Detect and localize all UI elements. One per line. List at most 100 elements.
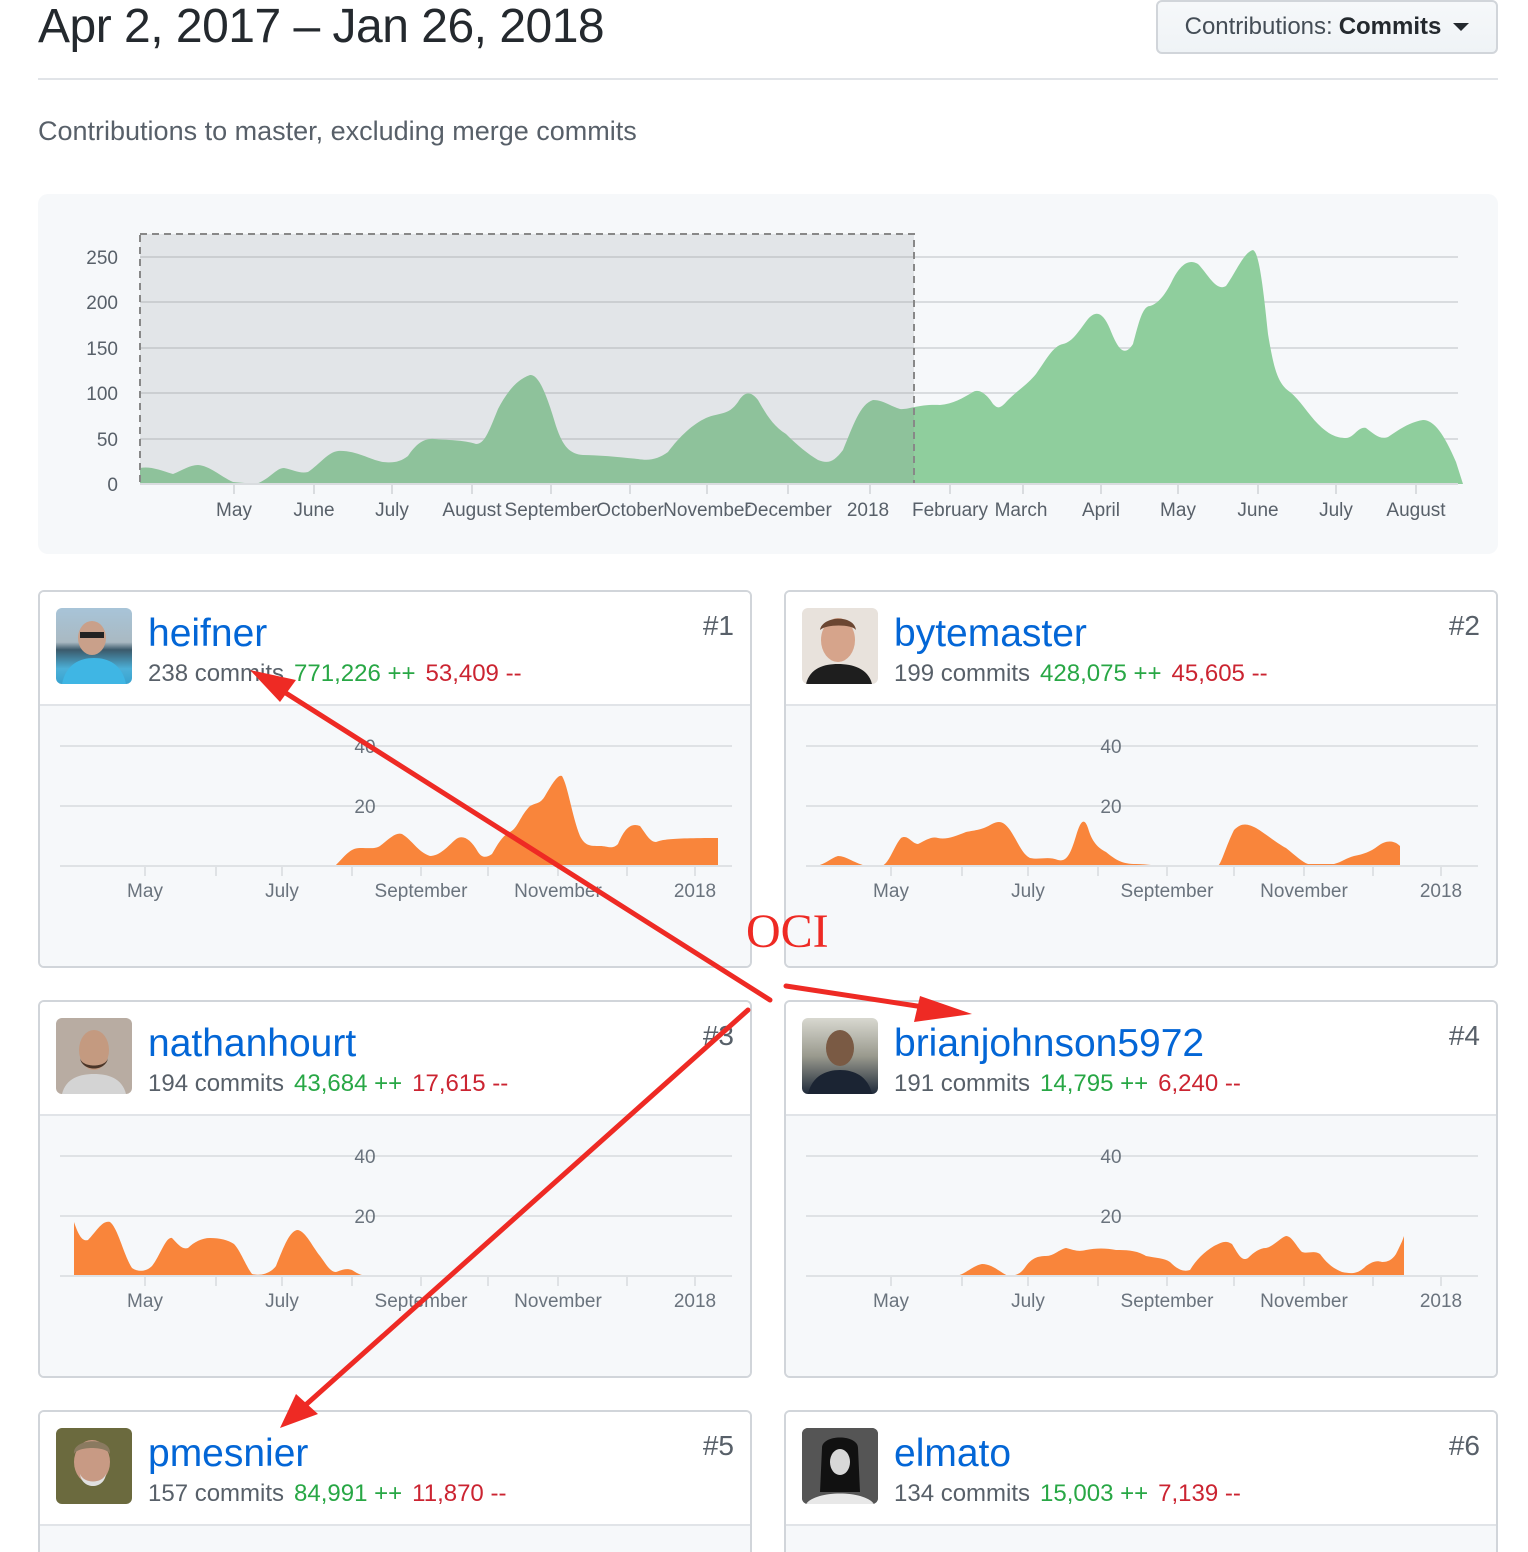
contributor-username-link[interactable]: heifner: [148, 612, 268, 655]
additions-count: 15,003 ++: [1040, 1480, 1149, 1507]
contributor-chart: 40 20 May July September November 2018: [786, 1116, 1496, 1376]
contributor-username-link[interactable]: nathanhourt: [148, 1022, 357, 1065]
contributor-stats: 191 commits 14,795 ++ 6,240 --: [894, 1068, 1241, 1100]
contributor-stats: 157 commits 84,991 ++ 11,870 --: [148, 1478, 506, 1510]
contributor-card-5: pmesnier 157 commits 84,991 ++ 11,870 -- #…: [38, 1410, 752, 1552]
contributor-chart-svg: 40 20 May July September November 2018: [806, 1147, 1478, 1312]
date-range-title: Apr 2, 2017 – Jan 26, 2018: [38, 0, 605, 53]
x-tick-label: May: [127, 881, 163, 902]
commits-area: [140, 250, 1463, 484]
avatar[interactable]: [802, 608, 878, 684]
contributor-card-1: heifner 238 commits 771,226 ++ 53,409 -- #…: [38, 590, 752, 968]
x-tick-label: April: [1082, 500, 1120, 521]
avatar-portrait-icon: [73, 1440, 111, 1486]
y-tick-label: 40: [354, 1147, 375, 1168]
deletions-count: 17,615 --: [412, 1070, 509, 1097]
x-tick-label: September: [1121, 1291, 1215, 1312]
x-tick-label: September: [375, 1291, 469, 1312]
x-tick-label: 2018: [847, 500, 889, 521]
y-tick-label: 20: [354, 1207, 375, 1228]
y-tick-label: 150: [86, 339, 118, 360]
avatar[interactable]: [802, 1428, 878, 1504]
commit-count-link[interactable]: 157 commits: [148, 1480, 285, 1507]
x-tick-label: November: [663, 500, 751, 521]
contributor-stats: 194 commits 43,684 ++ 17,615 --: [148, 1068, 508, 1100]
main-chart-svg: 250 200 150 100 50 0 May June: [86, 233, 1463, 521]
x-tick-label: August: [1386, 500, 1446, 521]
contributor-username-link[interactable]: pmesnier: [148, 1432, 309, 1475]
selected-range-overlay[interactable]: [139, 233, 915, 485]
contributor-card-6: elmato 134 commits 15,003 ++ 7,139 -- #6: [784, 1410, 1498, 1552]
x-tick-label: September: [505, 500, 599, 521]
additions-count: 84,991 ++: [294, 1480, 403, 1507]
x-tick-label: March: [995, 500, 1048, 521]
avatar[interactable]: [56, 1018, 132, 1094]
x-tick-label: November: [514, 1291, 602, 1312]
x-axis: May June July August September October N…: [140, 483, 1458, 521]
dropdown-label: Contributions:: [1184, 13, 1333, 40]
contributor-card-3: nathanhourt 194 commits 43,684 ++ 17,615 -…: [38, 1000, 752, 1378]
deletions-count: 6,240 --: [1158, 1070, 1241, 1097]
contributor-chart-svg: 40 20 May July September November 2018: [60, 1147, 732, 1312]
contributor-card-4: brianjohnson5972 191 commits 14,795 ++ 6,2…: [784, 1000, 1498, 1378]
contributions-type-dropdown[interactable]: Contributions: Commits: [1156, 0, 1498, 54]
x-tick-label: July: [265, 881, 299, 902]
avatar-portrait-icon: [62, 621, 126, 684]
commit-count-link[interactable]: 134 commits: [894, 1480, 1031, 1507]
avatar[interactable]: [802, 1018, 878, 1094]
y-tick-label: 20: [354, 797, 375, 818]
x-tick-label: February: [912, 500, 989, 521]
avatar[interactable]: [56, 1428, 132, 1504]
x-tick-label: July: [1011, 1291, 1045, 1312]
rank-badge: #4: [1448, 1020, 1480, 1051]
x-tick-label: May: [1160, 500, 1196, 521]
deletions-count: 11,870 --: [412, 1480, 507, 1507]
commit-count-link[interactable]: 194 commits: [148, 1070, 285, 1097]
x-tick-label: 2018: [674, 1291, 716, 1312]
deletions-count: 45,605 --: [1171, 660, 1268, 687]
commit-count-link[interactable]: 199 commits: [894, 660, 1031, 687]
y-axis-labels: 250 200 150 100 50 0: [86, 248, 118, 496]
avatar[interactable]: [56, 608, 132, 684]
x-tick-label: June: [293, 500, 334, 521]
contributor-stats: 238 commits 771,226 ++ 53,409 --: [148, 658, 522, 690]
avatar-portrait-icon: [62, 1030, 126, 1094]
y-tick-label: 40: [1100, 737, 1121, 758]
contributor-card-2: bytemaster 199 commits 428,075 ++ 45,605 -…: [784, 590, 1498, 968]
main-contributions-chart[interactable]: 250 200 150 100 50 0 May June: [38, 194, 1498, 554]
contributor-username-link[interactable]: elmato: [894, 1432, 1012, 1475]
contributor-username-link[interactable]: brianjohnson5972: [894, 1022, 1205, 1065]
contributor-chart: 40 20 May July September November 2018: [786, 706, 1496, 966]
commits-area: [74, 1221, 370, 1276]
commit-count-link[interactable]: 191 commits: [894, 1070, 1031, 1097]
page-header: Apr 2, 2017 – Jan 26, 2018 Contributions…: [38, 0, 1498, 80]
contributor-chart: 40 20 May July September November 2018: [40, 1116, 750, 1376]
x-tick-label: May: [127, 1291, 163, 1312]
y-tick-label: 20: [1100, 797, 1121, 818]
contributor-header: elmato 134 commits 15,003 ++ 7,139 -- #6: [786, 1412, 1496, 1526]
avatar-portrait-icon: [802, 1428, 878, 1504]
y-tick-label: 250: [86, 248, 118, 269]
rank-badge: #5: [702, 1430, 734, 1461]
x-tick-label: July: [1011, 881, 1045, 902]
contributor-stats: 199 commits 428,075 ++ 45,605 --: [894, 658, 1268, 690]
contributor-stats: 134 commits 15,003 ++ 7,139 --: [894, 1478, 1241, 1510]
x-tick-label: November: [1260, 881, 1348, 902]
additions-count: 428,075 ++: [1040, 660, 1162, 687]
avatar-portrait-icon: [808, 1030, 872, 1094]
commit-count-link[interactable]: 238 commits: [148, 660, 285, 687]
chart-subtitle: Contributions to master, excluding merge…: [38, 116, 637, 146]
x-tick-label: November: [514, 881, 602, 902]
contributor-username-link[interactable]: bytemaster: [894, 612, 1087, 655]
commits-area: [816, 821, 1400, 866]
x-tick-label: October: [596, 500, 664, 521]
contributor-chart: [40, 1526, 750, 1552]
x-tick-label: August: [442, 500, 502, 521]
x-tick-label: May: [216, 500, 252, 521]
x-tick-label: July: [1319, 500, 1353, 521]
x-tick-label: 2018: [674, 881, 716, 902]
x-tick-label: 2018: [1420, 881, 1462, 902]
contributor-header: nathanhourt 194 commits 43,684 ++ 17,615 -…: [40, 1002, 750, 1116]
rank-badge: #2: [1448, 610, 1480, 641]
deletions-count: 7,139 --: [1158, 1480, 1241, 1507]
